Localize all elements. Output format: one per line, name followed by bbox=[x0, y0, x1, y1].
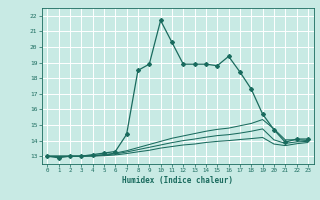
X-axis label: Humidex (Indice chaleur): Humidex (Indice chaleur) bbox=[122, 176, 233, 185]
